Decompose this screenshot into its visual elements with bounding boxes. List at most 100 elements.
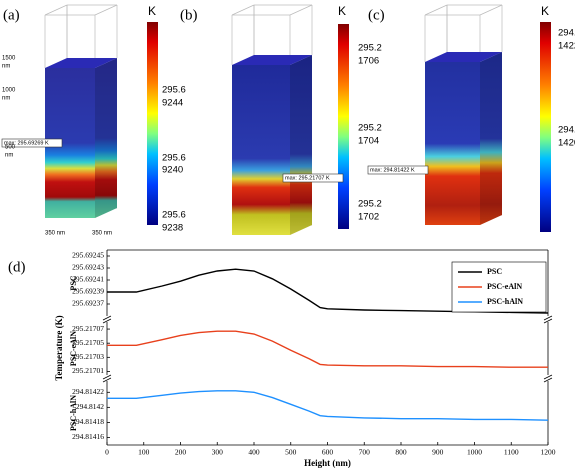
colorbar-label: 9238 — [162, 223, 183, 234]
colorbar-unit: K — [148, 4, 156, 18]
colorbar-label: 1422 — [558, 41, 575, 52]
max-label-box — [367, 165, 429, 175]
x-tick-label: 1200 — [541, 448, 556, 457]
y-tick-label: 295.69237 — [72, 299, 104, 308]
y-tick-label: 294.81422 — [72, 387, 104, 396]
line-series — [107, 268, 549, 314]
x-tick-label: 400 — [248, 448, 260, 457]
wireframe — [94, 4, 118, 16]
y-tick-label: 295.21701 — [72, 366, 104, 375]
x-tick-label: 1000 — [467, 448, 482, 457]
axis-break — [102, 374, 112, 380]
colorbar-label: 9240 — [162, 165, 183, 176]
x-tick-label: 700 — [359, 448, 371, 457]
y-tick-label: 295.21705 — [72, 338, 104, 347]
x-tick-label: 300 — [212, 448, 224, 457]
y-tick-label: 294.81416 — [72, 432, 104, 441]
axis-break — [543, 377, 553, 383]
wireframe — [231, 4, 255, 16]
line-series — [107, 390, 549, 421]
panel-label: (d) — [8, 259, 26, 275]
colorbar-label: 295.2 — [358, 123, 382, 134]
panel-y-label: PSC — [69, 275, 78, 290]
column-top — [232, 55, 312, 65]
x-tick-label: 500 — [285, 448, 297, 457]
column-top — [425, 52, 502, 62]
legend-label: PSC-hAlN — [487, 297, 523, 306]
axis-label-3d: nm — [2, 64, 10, 70]
axis-label-3d: nm — [5, 153, 13, 159]
axis-break — [543, 315, 553, 321]
axis-break — [102, 315, 112, 321]
panel-label: (b) — [180, 7, 198, 23]
axis-break — [102, 377, 112, 383]
max-label-box — [282, 173, 344, 183]
colorbar-label: 294.8 — [558, 125, 575, 136]
y-tick-label: 295.69239 — [72, 287, 104, 296]
colorbar-unit: K — [338, 4, 346, 18]
axis-label-3d: 350 nm — [45, 231, 65, 237]
x-tick-label: 200 — [175, 448, 187, 457]
colorbar-label: 295.2 — [358, 199, 382, 210]
panel-label: (a) — [3, 7, 20, 23]
axis-label-3d: nm — [2, 96, 10, 102]
x-tick-label: 1100 — [504, 448, 519, 457]
y-tick-label: 295.69243 — [72, 263, 104, 272]
column-side — [290, 55, 312, 235]
wireframe — [424, 4, 448, 16]
colorbar-label: 9244 — [162, 98, 183, 109]
colorbar-label: 295.2 — [358, 43, 382, 54]
axis-label-3d: 350 nm — [92, 231, 112, 237]
axis-label-3d: 1500 — [2, 56, 16, 62]
y-tick-label: 294.8142 — [76, 402, 104, 411]
colorbar-label: 295.6 — [162, 210, 186, 221]
column-side-shade — [480, 52, 502, 225]
colorbar — [540, 22, 551, 232]
colorbar-label: 1704 — [358, 136, 379, 147]
x-tick-label: 900 — [432, 448, 444, 457]
colorbar-label: 1702 — [358, 212, 379, 223]
wireframe — [289, 4, 313, 16]
wireframe — [479, 4, 503, 16]
colorbar — [147, 22, 158, 225]
y-tick-label: 294.81418 — [72, 417, 104, 426]
colorbar — [338, 24, 349, 229]
y-tick-label: 295.21707 — [72, 324, 104, 333]
column-side-shade — [290, 55, 312, 235]
axis-break — [102, 318, 112, 324]
max-label: max: 295.21707 K — [285, 175, 330, 181]
column-top — [45, 58, 117, 68]
axis-break — [543, 374, 553, 380]
max-label: max: 295.69269 K — [4, 140, 49, 146]
axis-break — [543, 318, 553, 324]
x-tick-label: 600 — [322, 448, 334, 457]
axis-label-3d: 500 — [5, 145, 16, 151]
colorbar-label: 295.6 — [162, 85, 186, 96]
panel-y-label: PSC-hAlN — [69, 395, 78, 431]
x-axis-label: Height (nm) — [304, 458, 351, 468]
y-axis-label: Temperature (K) — [54, 315, 64, 380]
line-series — [107, 330, 548, 368]
colorbar-label: 1420 — [558, 138, 575, 149]
column-front — [232, 65, 290, 235]
legend-label: PSC — [487, 267, 502, 276]
colorbar-label: 295.6 — [162, 153, 186, 164]
y-tick-label: 295.69241 — [72, 275, 104, 284]
column-side — [480, 52, 502, 225]
y-tick-label: 295.21703 — [72, 352, 104, 361]
column-front — [425, 62, 480, 225]
x-tick-label: 100 — [138, 448, 150, 457]
colorbar-unit: K — [541, 4, 549, 18]
colorbar-label: 1706 — [358, 56, 379, 67]
x-tick-label: 0 — [105, 448, 109, 457]
column-side — [95, 58, 117, 218]
max-label-box — [1, 138, 63, 148]
max-label: max: 294.81422 K — [370, 167, 415, 173]
axis-label-3d: 1000 — [2, 88, 16, 94]
wireframe — [44, 4, 68, 16]
column-side-shade — [95, 58, 117, 218]
x-tick-label: 800 — [395, 448, 407, 457]
colorbar-label: 294.8 — [558, 28, 575, 39]
